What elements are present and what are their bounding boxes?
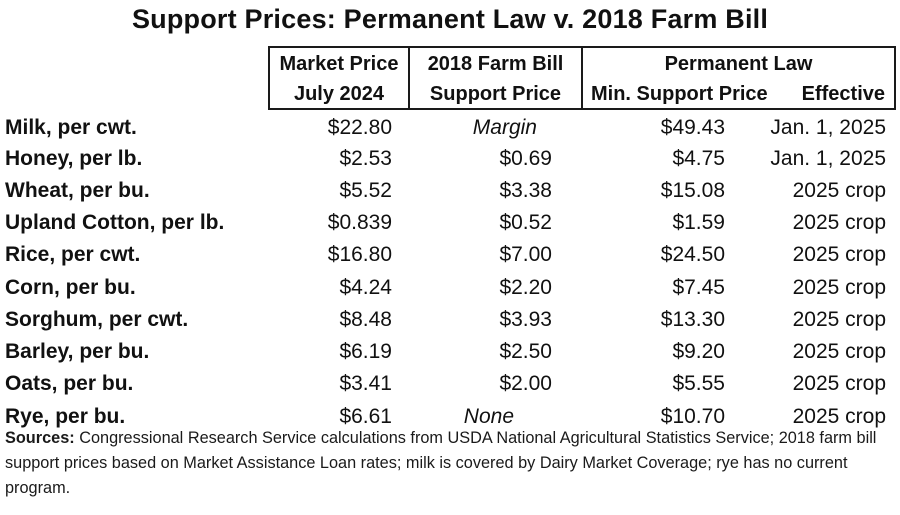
- farm-bill-price-cell: $0.52: [499, 211, 552, 234]
- farm-bill-price-cell: $3.38: [499, 179, 552, 202]
- market-price-cell: $0.839: [327, 211, 392, 234]
- min-support-price-cell: $7.45: [672, 276, 725, 299]
- effective-cell: 2025 crop: [792, 243, 886, 266]
- min-support-price-cell: $5.55: [672, 372, 725, 395]
- farm-bill-header-box: 2018 Farm Bill Support Price: [408, 46, 583, 110]
- effective-cell: 2025 crop: [792, 340, 886, 363]
- market-price-cell: $3.41: [339, 372, 392, 395]
- table-row: Honey, per lb. $2.53 $0.69 $4.75 Jan. 1,…: [0, 147, 900, 178]
- min-support-price-cell: $49.43: [660, 116, 725, 139]
- market-price-cell: $8.48: [339, 308, 392, 331]
- effective-cell: 2025 crop: [792, 179, 886, 202]
- commodity-cell: Sorghum, per cwt.: [5, 308, 189, 331]
- min-support-price-cell: $9.20: [672, 340, 725, 363]
- market-price-header-line2: July 2024: [293, 83, 385, 105]
- market-price-cell: $2.53: [339, 147, 392, 170]
- effective-cell: 2025 crop: [792, 372, 886, 395]
- market-price-header-box: Market Price July 2024: [268, 46, 410, 110]
- market-price-cell: $5.52: [339, 179, 392, 202]
- permanent-law-header: Permanent Law: [664, 53, 813, 75]
- effective-cell: 2025 crop: [792, 308, 886, 331]
- farm-bill-price-cell: None: [463, 405, 514, 428]
- farm-bill-price-cell: Margin: [472, 116, 537, 139]
- table-row: Oats, per bu. $3.41 $2.00 $5.55 2025 cro…: [0, 372, 900, 403]
- commodity-cell: Barley, per bu.: [5, 340, 150, 363]
- farm-bill-price-cell: $2.00: [499, 372, 552, 395]
- table-row: Milk, per cwt. $22.80 Margin $49.43 Jan.…: [0, 116, 900, 147]
- market-price-cell: $4.24: [339, 276, 392, 299]
- min-support-price-cell: $1.59: [672, 211, 725, 234]
- effective-cell: 2025 crop: [792, 405, 886, 428]
- min-support-price-cell: $13.30: [660, 308, 725, 331]
- farm-bill-price-cell: $2.50: [499, 340, 552, 363]
- market-price-cell: $6.19: [339, 340, 392, 363]
- farm-bill-price-cell: $2.20: [499, 276, 552, 299]
- table-row: Corn, per bu. $4.24 $2.20 $7.45 2025 cro…: [0, 276, 900, 307]
- min-support-price-header: Min. Support Price: [591, 83, 768, 105]
- table-row: Barley, per bu. $6.19 $2.50 $9.20 2025 c…: [0, 340, 900, 371]
- effective-header: Effective: [801, 83, 885, 105]
- commodity-cell: Milk, per cwt.: [5, 116, 137, 139]
- table-row: Rye, per bu. $6.61 None $10.70 2025 crop: [0, 405, 900, 436]
- min-support-price-cell: $15.08: [660, 179, 725, 202]
- effective-cell: 2025 crop: [792, 211, 886, 234]
- market-price-header-line1: Market Price: [279, 53, 399, 75]
- effective-cell: 2025 crop: [792, 276, 886, 299]
- sources-label: Sources:: [5, 429, 75, 447]
- min-support-price-cell: $10.70: [660, 405, 725, 428]
- commodity-cell: Corn, per bu.: [5, 276, 136, 299]
- market-price-cell: $16.80: [327, 243, 392, 266]
- permanent-law-header-box: Permanent Law Min. Support Price Effecti…: [581, 46, 896, 110]
- sources-text: Congressional Research Service calculati…: [5, 429, 877, 497]
- farm-bill-price-cell: $7.00: [499, 243, 552, 266]
- min-support-price-cell: $4.75: [672, 147, 725, 170]
- commodity-cell: Upland Cotton, per lb.: [5, 211, 225, 234]
- farm-bill-price-cell: $0.69: [499, 147, 552, 170]
- market-price-cell: $6.61: [339, 405, 392, 428]
- farm-bill-header-line2: Support Price: [429, 83, 562, 105]
- farm-bill-price-cell: $3.93: [499, 308, 552, 331]
- table-row: Sorghum, per cwt. $8.48 $3.93 $13.30 202…: [0, 308, 900, 339]
- commodity-cell: Rye, per bu.: [5, 405, 126, 428]
- sources-note: Sources: Congressional Research Service …: [5, 426, 890, 501]
- table-title: Support Prices: Permanent Law v. 2018 Fa…: [131, 4, 769, 34]
- table-row: Wheat, per bu. $5.52 $3.38 $15.08 2025 c…: [0, 179, 900, 210]
- effective-cell: Jan. 1, 2025: [770, 147, 886, 170]
- table-row: Rice, per cwt. $16.80 $7.00 $24.50 2025 …: [0, 243, 900, 274]
- market-price-cell: $22.80: [327, 116, 392, 139]
- commodity-cell: Rice, per cwt.: [5, 243, 141, 266]
- commodity-cell: Honey, per lb.: [5, 147, 143, 170]
- commodity-cell: Wheat, per bu.: [5, 179, 150, 202]
- table-row: Upland Cotton, per lb. $0.839 $0.52 $1.5…: [0, 211, 900, 242]
- farm-bill-header-line1: 2018 Farm Bill: [427, 53, 564, 75]
- commodity-cell: Oats, per bu.: [5, 372, 134, 395]
- effective-cell: Jan. 1, 2025: [770, 116, 886, 139]
- min-support-price-cell: $24.50: [660, 243, 725, 266]
